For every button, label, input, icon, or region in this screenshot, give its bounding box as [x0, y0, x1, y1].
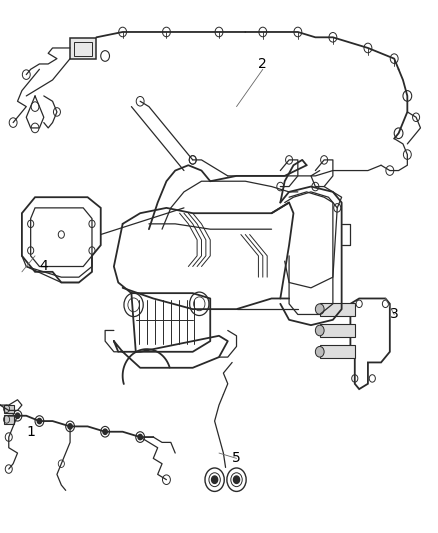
- Text: 3: 3: [390, 308, 399, 321]
- Text: 2: 2: [258, 57, 267, 71]
- Text: 4: 4: [39, 260, 48, 273]
- Bar: [320, 303, 355, 316]
- Text: 1: 1: [26, 425, 35, 439]
- Circle shape: [212, 476, 218, 483]
- Circle shape: [315, 325, 324, 336]
- Circle shape: [68, 424, 72, 429]
- Bar: [320, 345, 355, 358]
- Circle shape: [315, 346, 324, 357]
- Circle shape: [233, 476, 240, 483]
- Circle shape: [138, 434, 142, 440]
- Circle shape: [15, 413, 20, 418]
- Circle shape: [315, 304, 324, 314]
- Text: 5: 5: [232, 451, 241, 465]
- Bar: [74, 42, 92, 56]
- Bar: [320, 324, 355, 337]
- Bar: [4, 405, 14, 413]
- Bar: [4, 415, 14, 424]
- Bar: [70, 38, 96, 59]
- Circle shape: [103, 429, 107, 434]
- Circle shape: [37, 418, 42, 424]
